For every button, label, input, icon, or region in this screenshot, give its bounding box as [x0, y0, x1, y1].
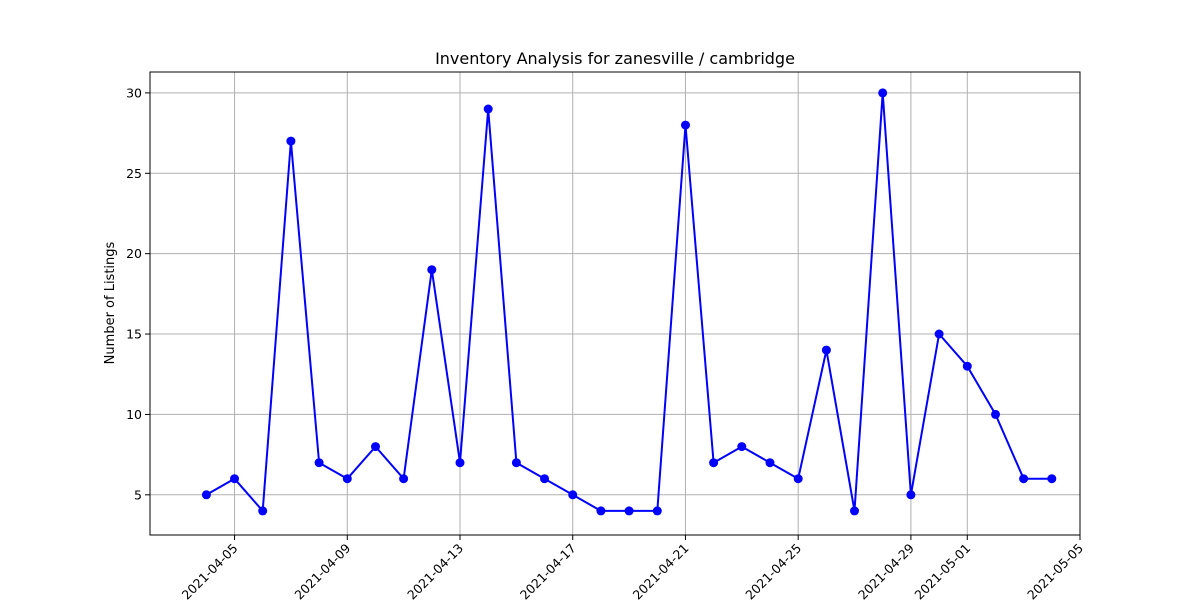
- series-listings: [201, 88, 1057, 516]
- y-tick-label: 30: [126, 85, 142, 100]
- data-point: [737, 442, 747, 452]
- y-tick-label: 20: [126, 246, 142, 261]
- plot-area-frame: [149, 71, 1081, 536]
- data-point: [511, 458, 521, 468]
- data-point: [427, 265, 437, 275]
- data-point: [201, 490, 211, 500]
- data-point: [906, 490, 916, 500]
- data-point: [258, 506, 268, 516]
- data-point: [878, 88, 888, 98]
- data-point: [934, 329, 944, 339]
- data-point: [371, 442, 380, 452]
- data-point: [681, 120, 690, 130]
- data-point: [624, 506, 634, 516]
- data-point: [342, 474, 352, 484]
- y-tick-label: 10: [126, 407, 142, 422]
- data-point: [765, 458, 775, 468]
- data-point: [821, 345, 831, 355]
- data-point: [399, 474, 409, 484]
- data-point: [1047, 474, 1057, 484]
- y-tick-label: 5: [134, 487, 142, 502]
- data-point: [1019, 474, 1029, 484]
- data-point: [286, 136, 296, 146]
- data-point: [709, 458, 719, 468]
- data-point: [568, 490, 578, 500]
- y-tick-label: 15: [126, 327, 142, 342]
- data-point: [793, 474, 803, 484]
- data-point: [483, 104, 493, 114]
- data-point: [314, 458, 324, 468]
- data-point: [596, 506, 606, 516]
- data-point: [962, 361, 972, 371]
- y-axis-title: Number of Listings: [103, 241, 118, 364]
- data-point: [540, 474, 549, 484]
- data-point: [652, 506, 662, 516]
- data-point: [230, 474, 239, 484]
- y-tick-label: 25: [126, 166, 142, 181]
- data-point: [850, 506, 859, 516]
- data-point: [991, 409, 1000, 419]
- data-point: [455, 458, 465, 468]
- chart-title: Inventory Analysis for zanesville / camb…: [435, 49, 795, 68]
